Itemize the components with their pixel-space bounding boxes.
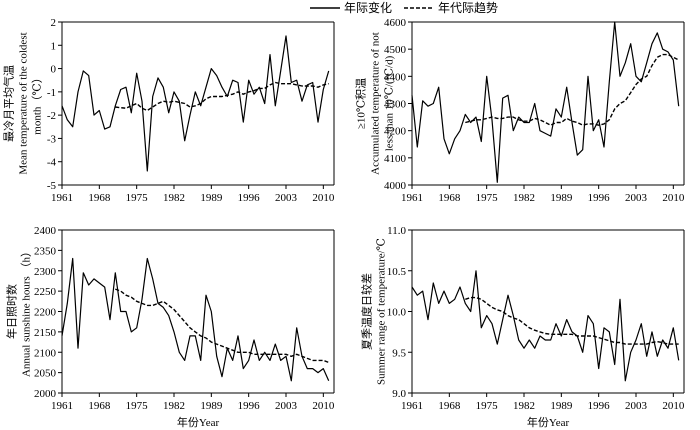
- x-tick-label: 2003: [275, 400, 298, 412]
- y-tick-label: -4: [47, 157, 57, 169]
- x-tick-label: 1996: [588, 400, 611, 412]
- y-tick-label: 2300: [34, 266, 57, 278]
- series-annual-line: [61, 257, 330, 382]
- y-tick-label: 4500: [384, 44, 407, 56]
- y-tick-label: 11.0: [387, 225, 406, 237]
- y-tick-label: 10.5: [387, 266, 407, 278]
- y-tick-label: -1: [47, 87, 56, 99]
- y-axis-label: ≥10℃积温: [355, 78, 368, 129]
- y-tick-label: 4200: [384, 126, 407, 138]
- y-tick-label: -5: [47, 180, 57, 192]
- x-tick-label: 1961: [51, 192, 73, 204]
- y-tick-label: -3: [47, 133, 57, 145]
- y-axis-label: 最冷月平均气温: [2, 65, 16, 142]
- y-axis-label: 夏季温度日较差: [360, 273, 374, 350]
- x-tick-label: 1989: [550, 400, 573, 412]
- y-axis-label: Summer range of temperature/℃: [376, 238, 388, 385]
- y-tick-label: 4000: [384, 180, 407, 192]
- x-tick-label: 2003: [625, 192, 648, 204]
- y-tick-label: 2250: [34, 286, 57, 298]
- x-tick-label: 2010: [312, 400, 335, 412]
- panel-bottom-right: 1961 1968 1975 1982 1989 1996 2003 2010 9.0 9.5 10…: [360, 225, 685, 429]
- series-annual-line: [61, 35, 330, 172]
- y-tick-label: 9.0: [392, 388, 406, 400]
- y-tick-label: 9.5: [392, 347, 406, 359]
- y-axis-label: month（℃）: [31, 72, 44, 134]
- x-tick-label: 1982: [513, 192, 535, 204]
- panel-top-right: 1961 1968 1975 1982 1989 1996 2003 2010 4000 4100…: [355, 17, 685, 204]
- x-tick-label: 1975: [476, 400, 499, 412]
- x-tick-label: 2010: [662, 400, 685, 412]
- y-tick-label: 2: [51, 17, 57, 29]
- series-annual-line: [411, 270, 680, 382]
- series-decadal-line: [465, 53, 680, 126]
- y-axis-label: Mean temperature of the coldest: [18, 32, 30, 174]
- legend: 年际变化 年代际趋势: [310, 0, 498, 15]
- y-tick-label: 2000: [34, 388, 57, 400]
- y-tick-label: 10.0: [387, 307, 407, 319]
- y-axis-label: Accumulated temperature of not: [370, 32, 382, 175]
- y-tick-label: 2200: [34, 307, 57, 319]
- x-tick-label: 1982: [163, 192, 185, 204]
- x-tick-label: 1968: [438, 192, 461, 204]
- x-tick-label: 1975: [476, 192, 499, 204]
- x-axis-label: 年份Year: [527, 415, 570, 429]
- x-tick-label: 1968: [88, 192, 111, 204]
- series-annual-line: [411, 21, 680, 183]
- panel-bottom-left: 1961 1968 1975 1982 1989 1996 2003 2010 2000 2050…: [5, 225, 335, 429]
- x-tick-label: 1961: [401, 400, 423, 412]
- y-tick-label: 2100: [34, 347, 57, 359]
- x-tick-label: 1968: [88, 400, 111, 412]
- x-tick-label: 1975: [126, 400, 149, 412]
- x-axis-label: 年份Year: [177, 415, 220, 429]
- x-tick-label: 2010: [662, 192, 685, 204]
- x-tick-label: 2003: [625, 400, 648, 412]
- y-tick-label: 4300: [384, 99, 407, 111]
- y-axis-label: 年日照时数: [5, 284, 19, 339]
- x-tick-label: 1968: [438, 400, 461, 412]
- y-tick-label: 2400: [34, 225, 57, 237]
- y-tick-label: 2050: [34, 368, 57, 380]
- y-tick-label: 0: [51, 64, 57, 76]
- x-tick-label: 1975: [126, 192, 149, 204]
- x-tick-label: 1982: [513, 400, 535, 412]
- y-tick-label: 2350: [34, 245, 57, 257]
- series-decadal-line: [115, 288, 329, 364]
- y-tick-label: 4100: [384, 153, 407, 165]
- y-axis-label: Annual sunshine hours （h）: [20, 246, 33, 377]
- x-tick-label: 1989: [200, 192, 223, 204]
- x-tick-label: 1996: [238, 400, 261, 412]
- y-tick-label: -2: [47, 110, 56, 122]
- x-tick-label: 2003: [275, 192, 298, 204]
- y-tick-label: 2150: [34, 327, 57, 339]
- panel-top-left: 1961 1968 1975 1982 1989 1996 2003 2010 -5 -4 -3 -2…: [2, 17, 335, 204]
- x-tick-label: 1996: [588, 192, 611, 204]
- x-tick-label: 1989: [550, 192, 573, 204]
- series-decadal-line: [465, 296, 679, 345]
- x-tick-label: 1982: [163, 400, 185, 412]
- x-tick-label: 1989: [200, 400, 223, 412]
- legend-decadal-label: 年代际趋势: [438, 1, 498, 15]
- series-decadal-line: [115, 81, 329, 112]
- y-axis-label: less than 10℃/(℃/d): [384, 55, 396, 151]
- x-tick-label: 1961: [51, 400, 73, 412]
- legend-annual-label: 年际变化: [344, 0, 392, 15]
- y-tick-label: 4600: [384, 17, 407, 29]
- x-tick-label: 1996: [238, 192, 261, 204]
- x-tick-label: 2010: [312, 192, 335, 204]
- y-tick-label: 1: [51, 40, 57, 52]
- y-tick-label: 4400: [384, 71, 407, 83]
- chart-panels: 1961 1968 1975 1982 1989 1996 2003 2010 -5 -4 -3 -2…: [2, 17, 685, 429]
- x-tick-label: 1961: [401, 192, 423, 204]
